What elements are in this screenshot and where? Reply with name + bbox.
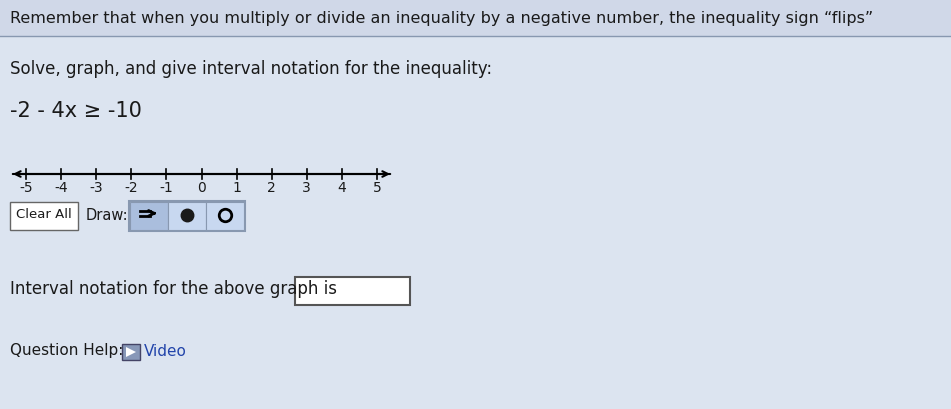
Text: -2 - 4x ≥ -10: -2 - 4x ≥ -10 xyxy=(10,101,142,121)
Polygon shape xyxy=(126,347,136,357)
Text: Video: Video xyxy=(144,344,187,359)
Text: Solve, graph, and give interval notation for the inequality:: Solve, graph, and give interval notation… xyxy=(10,60,492,78)
FancyBboxPatch shape xyxy=(168,202,206,230)
FancyBboxPatch shape xyxy=(122,344,140,360)
Text: Draw:: Draw: xyxy=(86,207,128,222)
Text: -3: -3 xyxy=(89,181,103,195)
FancyBboxPatch shape xyxy=(130,202,168,230)
Text: Question Help:: Question Help: xyxy=(10,344,124,359)
Text: Remember that when you multiply or divide an inequality by a negative number, th: Remember that when you multiply or divid… xyxy=(10,11,873,25)
Text: -1: -1 xyxy=(160,181,173,195)
Text: 5: 5 xyxy=(373,181,381,195)
Text: Interval notation for the above graph is: Interval notation for the above graph is xyxy=(10,280,337,298)
Text: Clear All: Clear All xyxy=(16,209,72,222)
FancyBboxPatch shape xyxy=(0,0,951,36)
FancyBboxPatch shape xyxy=(295,277,410,305)
Text: 1: 1 xyxy=(232,181,241,195)
Text: -4: -4 xyxy=(54,181,68,195)
FancyBboxPatch shape xyxy=(10,202,78,230)
Text: -2: -2 xyxy=(125,181,138,195)
FancyBboxPatch shape xyxy=(206,202,244,230)
Text: -5: -5 xyxy=(19,181,33,195)
Text: 4: 4 xyxy=(338,181,346,195)
Text: 2: 2 xyxy=(267,181,276,195)
Text: 0: 0 xyxy=(197,181,205,195)
FancyBboxPatch shape xyxy=(129,201,245,231)
Text: 3: 3 xyxy=(302,181,311,195)
